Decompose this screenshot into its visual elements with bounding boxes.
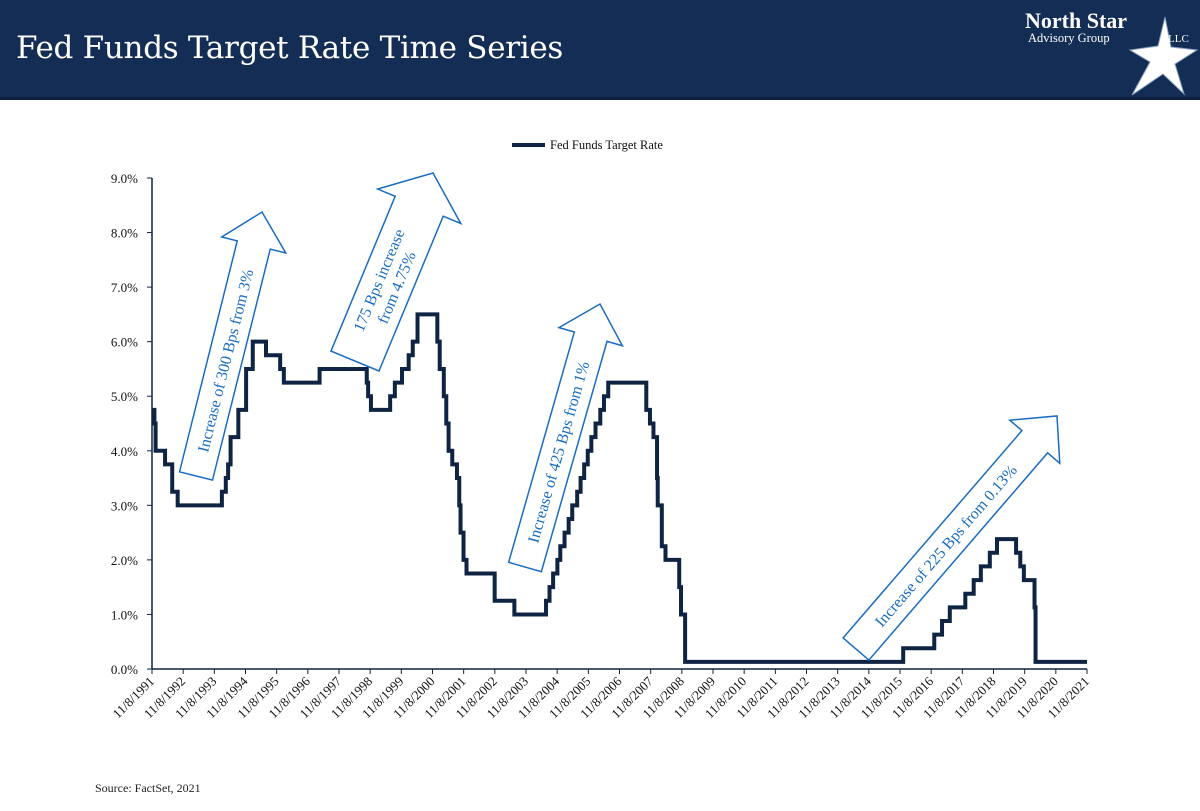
annotation-arrow: Increase of 425 Bps from 1% xyxy=(507,302,624,573)
y-tick-label: 6.0% xyxy=(111,335,138,350)
legend: Fed Funds Target Rate xyxy=(512,138,663,152)
y-tick-label: 9.0% xyxy=(111,171,138,186)
y-tick-label: 1.0% xyxy=(111,607,138,622)
y-tick-label: 2.0% xyxy=(111,553,138,568)
y-tick-label: 7.0% xyxy=(111,280,138,295)
logo-llc: LLC xyxy=(1168,33,1189,45)
arrow-icon xyxy=(178,210,288,482)
arrow-icon xyxy=(507,302,624,573)
header-bar: Fed Funds Target Rate Time Series North … xyxy=(0,0,1200,100)
annotation-arrow: Increase of 225 Bps from 0.13% xyxy=(842,415,1061,662)
logo-north-star: North Star xyxy=(1025,8,1127,33)
page-title: Fed Funds Target Rate Time Series xyxy=(16,30,564,66)
y-tick-label: 3.0% xyxy=(111,498,138,513)
logo-advisory-group: Advisory Group xyxy=(1028,31,1110,45)
y-tick-label: 5.0% xyxy=(111,389,138,404)
y-tick-label: 0.0% xyxy=(111,662,138,677)
y-tick-label: 4.0% xyxy=(111,444,138,459)
legend-label: Fed Funds Target Rate xyxy=(550,138,663,152)
north-star-logo: North Star Advisory Group LLC xyxy=(1025,8,1199,96)
y-tick-label: 8.0% xyxy=(111,226,138,241)
source-note: Source: FactSet, 2021 xyxy=(95,781,201,795)
series-line-fed-funds-target-rate xyxy=(152,312,1087,664)
arrow-icon xyxy=(330,172,463,372)
star-icon xyxy=(1128,16,1199,96)
arrow-icon xyxy=(842,415,1061,662)
